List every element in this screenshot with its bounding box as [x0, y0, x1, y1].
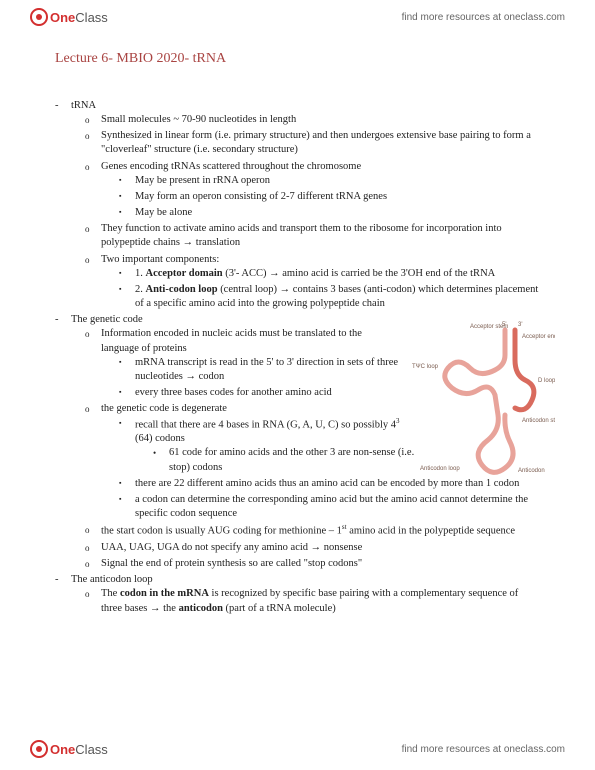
list-item: UAA, UAG, UGA do not specify any amino a… [85, 541, 540, 555]
logo-text: OneClass [50, 10, 108, 25]
list-item: The codon in the mRNA is recognized by s… [85, 587, 540, 615]
label-anticodon-stem: Anticodon stem [522, 418, 555, 424]
list-item: May be alone [119, 206, 540, 220]
resources-link[interactable]: find more resources at oneclass.com [402, 12, 565, 23]
page-header: OneClass find more resources at oneclass… [0, 0, 595, 30]
list-item: mRNA transcript is read in the 5' to 3' … [119, 356, 399, 384]
logo-text: OneClass [50, 742, 108, 757]
list-item: Signal the end of protein synthesis so a… [85, 557, 540, 571]
list-item: May be present in rRNA operon [119, 174, 540, 188]
label-five-prime: 5' [502, 322, 506, 328]
resources-link[interactable]: find more resources at oneclass.com [402, 744, 565, 755]
label-anticodon-loop: Anticodon loop [420, 466, 460, 472]
list-item: a codon can determine the corresponding … [119, 493, 540, 521]
list-item: every three bases codes for another amin… [119, 386, 399, 400]
logo-icon [30, 740, 48, 758]
list-item: They function to activate amino acids an… [85, 222, 540, 250]
list-item: 61 code for amino acids and the other 3 … [153, 446, 433, 474]
section-trna: tRNA Small molecules ~ 70-90 nucleotides… [55, 99, 540, 311]
list-item: Small molecules ~ 70-90 nucleotides in l… [85, 113, 540, 127]
section-anticodon-loop: The anticodon loop The codon in the mRNA… [55, 573, 540, 616]
list-item: 1. Acceptor domain (3'- ACC) → amino aci… [119, 267, 540, 281]
list-item: May form an operon consisting of 2-7 dif… [119, 190, 540, 204]
label-tyc-loop: TΨC loop [412, 364, 439, 370]
label-d-loop: D loop [538, 378, 555, 384]
list-item: the start codon is usually AUG coding fo… [85, 523, 540, 539]
label-anticodon: Anticodon [518, 468, 545, 474]
label-acceptor-end: Acceptor end [522, 334, 555, 340]
logo-icon [30, 8, 48, 26]
logo[interactable]: OneClass [30, 740, 108, 758]
trna-structure-diagram: Acceptor stem Acceptor end 5' 3' TΨC loo… [410, 320, 555, 495]
label-three-prime: 3' [518, 322, 522, 328]
page-footer: OneClass find more resources at oneclass… [0, 736, 595, 762]
logo[interactable]: OneClass [30, 8, 108, 26]
list-item: Two important components: 1. Acceptor do… [85, 253, 540, 312]
list-item: Synthesized in linear form (i.e. primary… [85, 129, 540, 157]
lecture-title: Lecture 6- MBIO 2020- tRNA [55, 50, 540, 69]
list-item: Genes encoding tRNAs scattered throughou… [85, 160, 540, 221]
list-item: 2. Anti-codon loop (central loop) → cont… [119, 283, 540, 311]
